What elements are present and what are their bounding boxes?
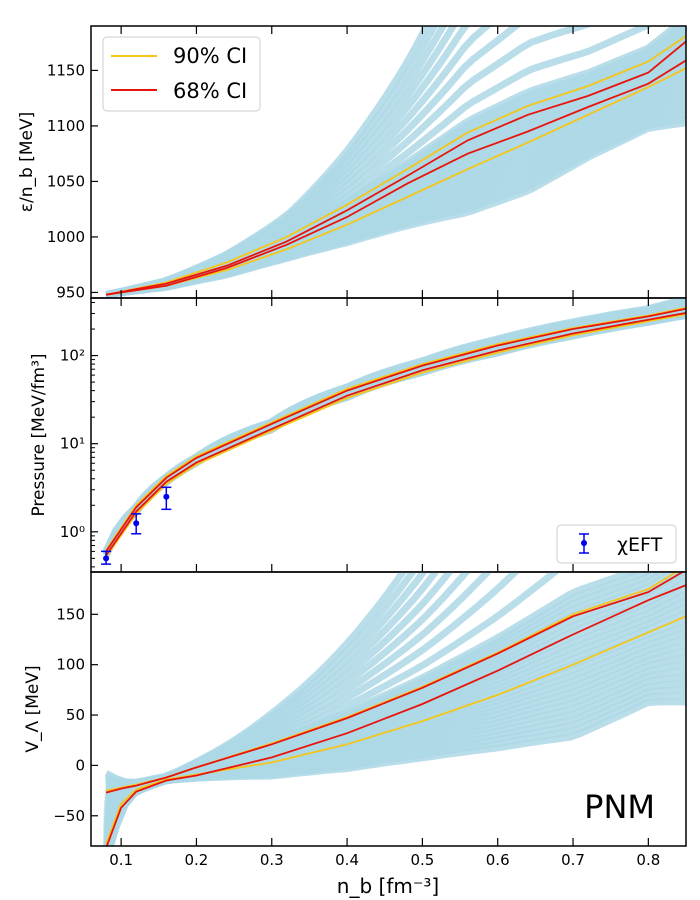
sample-curve bbox=[105, 26, 431, 298]
68-ci-upper-line bbox=[105, 572, 685, 794]
pnm-annotation: PNM bbox=[584, 788, 655, 826]
68-ci-lower-line bbox=[105, 312, 686, 556]
90-ci-upper-line bbox=[105, 306, 686, 551]
chieft-errorbars bbox=[101, 486, 172, 565]
y-tick-label: 10¹ bbox=[60, 435, 85, 453]
y-axis-label-bottom: V_Λ [MeV] bbox=[23, 665, 43, 752]
panel-energy-per-baryon: 950 1000 1050 1100 1150 ε/n_b [MeV] 90% CI 6… bbox=[17, 25, 687, 301]
90-ci-upper-line bbox=[105, 35, 686, 296]
y-tick-label: 150 bbox=[56, 605, 85, 623]
sample-curve bbox=[102, 298, 686, 553]
y-tick-label: 1050 bbox=[47, 172, 85, 190]
legend-label-chieft: χEFT bbox=[617, 534, 663, 556]
y-tick-label: 950 bbox=[56, 283, 85, 301]
sample-curve bbox=[102, 298, 686, 553]
sample-curve bbox=[102, 306, 686, 555]
x-tick-label: 0.8 bbox=[636, 851, 660, 869]
ci-lines-bottom bbox=[105, 572, 686, 846]
y-tick-label: 10⁰ bbox=[60, 523, 85, 541]
x-tick-label: 0.1 bbox=[109, 851, 133, 869]
x-tick-label: 0.3 bbox=[260, 851, 284, 869]
sample-curve bbox=[102, 298, 686, 553]
sample-curve bbox=[102, 305, 686, 555]
x-tick-label: 0.4 bbox=[335, 851, 359, 869]
ticks-middle: 10⁰ 10¹ 10² bbox=[60, 298, 649, 572]
sample-curve bbox=[102, 304, 686, 554]
y-tick-label: 1150 bbox=[47, 61, 85, 79]
legend-swatch-dot bbox=[581, 540, 587, 546]
legend-chieft: χEFT bbox=[556, 524, 677, 564]
sample-curve bbox=[102, 310, 686, 557]
y-tick-label: 0 bbox=[75, 756, 85, 774]
sample-curve bbox=[102, 307, 686, 556]
sample-curve bbox=[102, 309, 686, 556]
frame-bottom bbox=[90, 571, 687, 847]
sample-curve bbox=[102, 304, 686, 554]
y-axis-label-top: ε/n_b [MeV] bbox=[17, 112, 37, 212]
legend-ci: 90% CI 68% CI bbox=[102, 36, 261, 112]
y-tick-label: −50 bbox=[53, 807, 85, 825]
chieft-point bbox=[133, 520, 140, 527]
sample-band-middle bbox=[102, 298, 686, 558]
sample-curve bbox=[102, 309, 686, 556]
y-tick-label: 1000 bbox=[47, 228, 85, 246]
sample-curve bbox=[102, 306, 686, 555]
chieft-point bbox=[103, 555, 110, 562]
y-tick-label: 50 bbox=[66, 706, 85, 724]
sample-curve bbox=[104, 572, 408, 786]
x-axis-label: n_b [fm⁻³] bbox=[337, 874, 439, 898]
90-ci-upper-line bbox=[105, 572, 678, 792]
sample-curve bbox=[102, 305, 686, 555]
sample-curve bbox=[102, 308, 686, 556]
x-tick-label: 0.7 bbox=[561, 851, 585, 869]
sample-curve bbox=[102, 309, 686, 557]
sample-curve bbox=[102, 308, 686, 556]
sample-curve bbox=[102, 309, 686, 556]
90-ci-lower-line bbox=[105, 615, 686, 845]
sample-curve bbox=[102, 311, 686, 557]
y-tick-label: 1100 bbox=[47, 117, 85, 135]
panel-pressure: 10⁰ 10¹ 10² Pressure [MeV/fm³] χEFT bbox=[29, 297, 687, 573]
sample-curve bbox=[102, 310, 686, 557]
sample-curve bbox=[102, 301, 686, 554]
68-ci-upper-line bbox=[105, 40, 686, 296]
sample-curve bbox=[102, 307, 686, 555]
sample-curve bbox=[102, 310, 686, 557]
ticks-bottom: −50 0 50 100 150 0.1 0.2 0.3 0.4 0.5 0.6 0.7 0.8 bbox=[53, 605, 660, 869]
90-ci-lower-line bbox=[105, 67, 686, 296]
y-axis-label-middle: Pressure [MeV/fm³] bbox=[29, 353, 49, 516]
chieft-point bbox=[163, 493, 170, 500]
sample-curve bbox=[102, 311, 686, 557]
sample-curve bbox=[102, 311, 686, 557]
y-tick-label: 10² bbox=[60, 347, 85, 365]
sample-curve bbox=[102, 312, 686, 558]
legend-label-90: 90% CI bbox=[173, 44, 247, 68]
sample-curve bbox=[102, 300, 686, 554]
sample-curve bbox=[102, 305, 686, 554]
sample-curve bbox=[102, 307, 686, 555]
68-ci-lower-line bbox=[105, 584, 686, 846]
panel-lambda-potential: −50 0 50 100 150 0.1 0.2 0.3 0.4 0.5 0.6 0.7 0.8 V_Λ… bbox=[23, 571, 687, 898]
sample-curve bbox=[102, 298, 686, 554]
sample-curve bbox=[102, 306, 686, 555]
x-tick-label: 0.2 bbox=[185, 851, 209, 869]
90-ci-lower-line bbox=[105, 313, 686, 558]
ci-lines-middle bbox=[105, 306, 686, 558]
sample-curve bbox=[102, 308, 686, 556]
x-tick-label: 0.6 bbox=[486, 851, 510, 869]
ticks-top: 950 1000 1050 1100 1150 bbox=[47, 26, 649, 301]
sample-curve bbox=[102, 311, 686, 557]
legend-label-68: 68% CI bbox=[173, 79, 247, 103]
68-ci-lower-line bbox=[105, 59, 686, 296]
sample-curve bbox=[102, 302, 686, 554]
sample-curve bbox=[102, 307, 686, 556]
68-ci-upper-line bbox=[105, 307, 686, 552]
x-tick-label: 0.5 bbox=[410, 851, 434, 869]
sample-curve bbox=[102, 299, 686, 554]
sample-curve bbox=[102, 306, 686, 555]
ci-lines-top bbox=[105, 35, 686, 296]
y-tick-label: 100 bbox=[56, 656, 85, 674]
